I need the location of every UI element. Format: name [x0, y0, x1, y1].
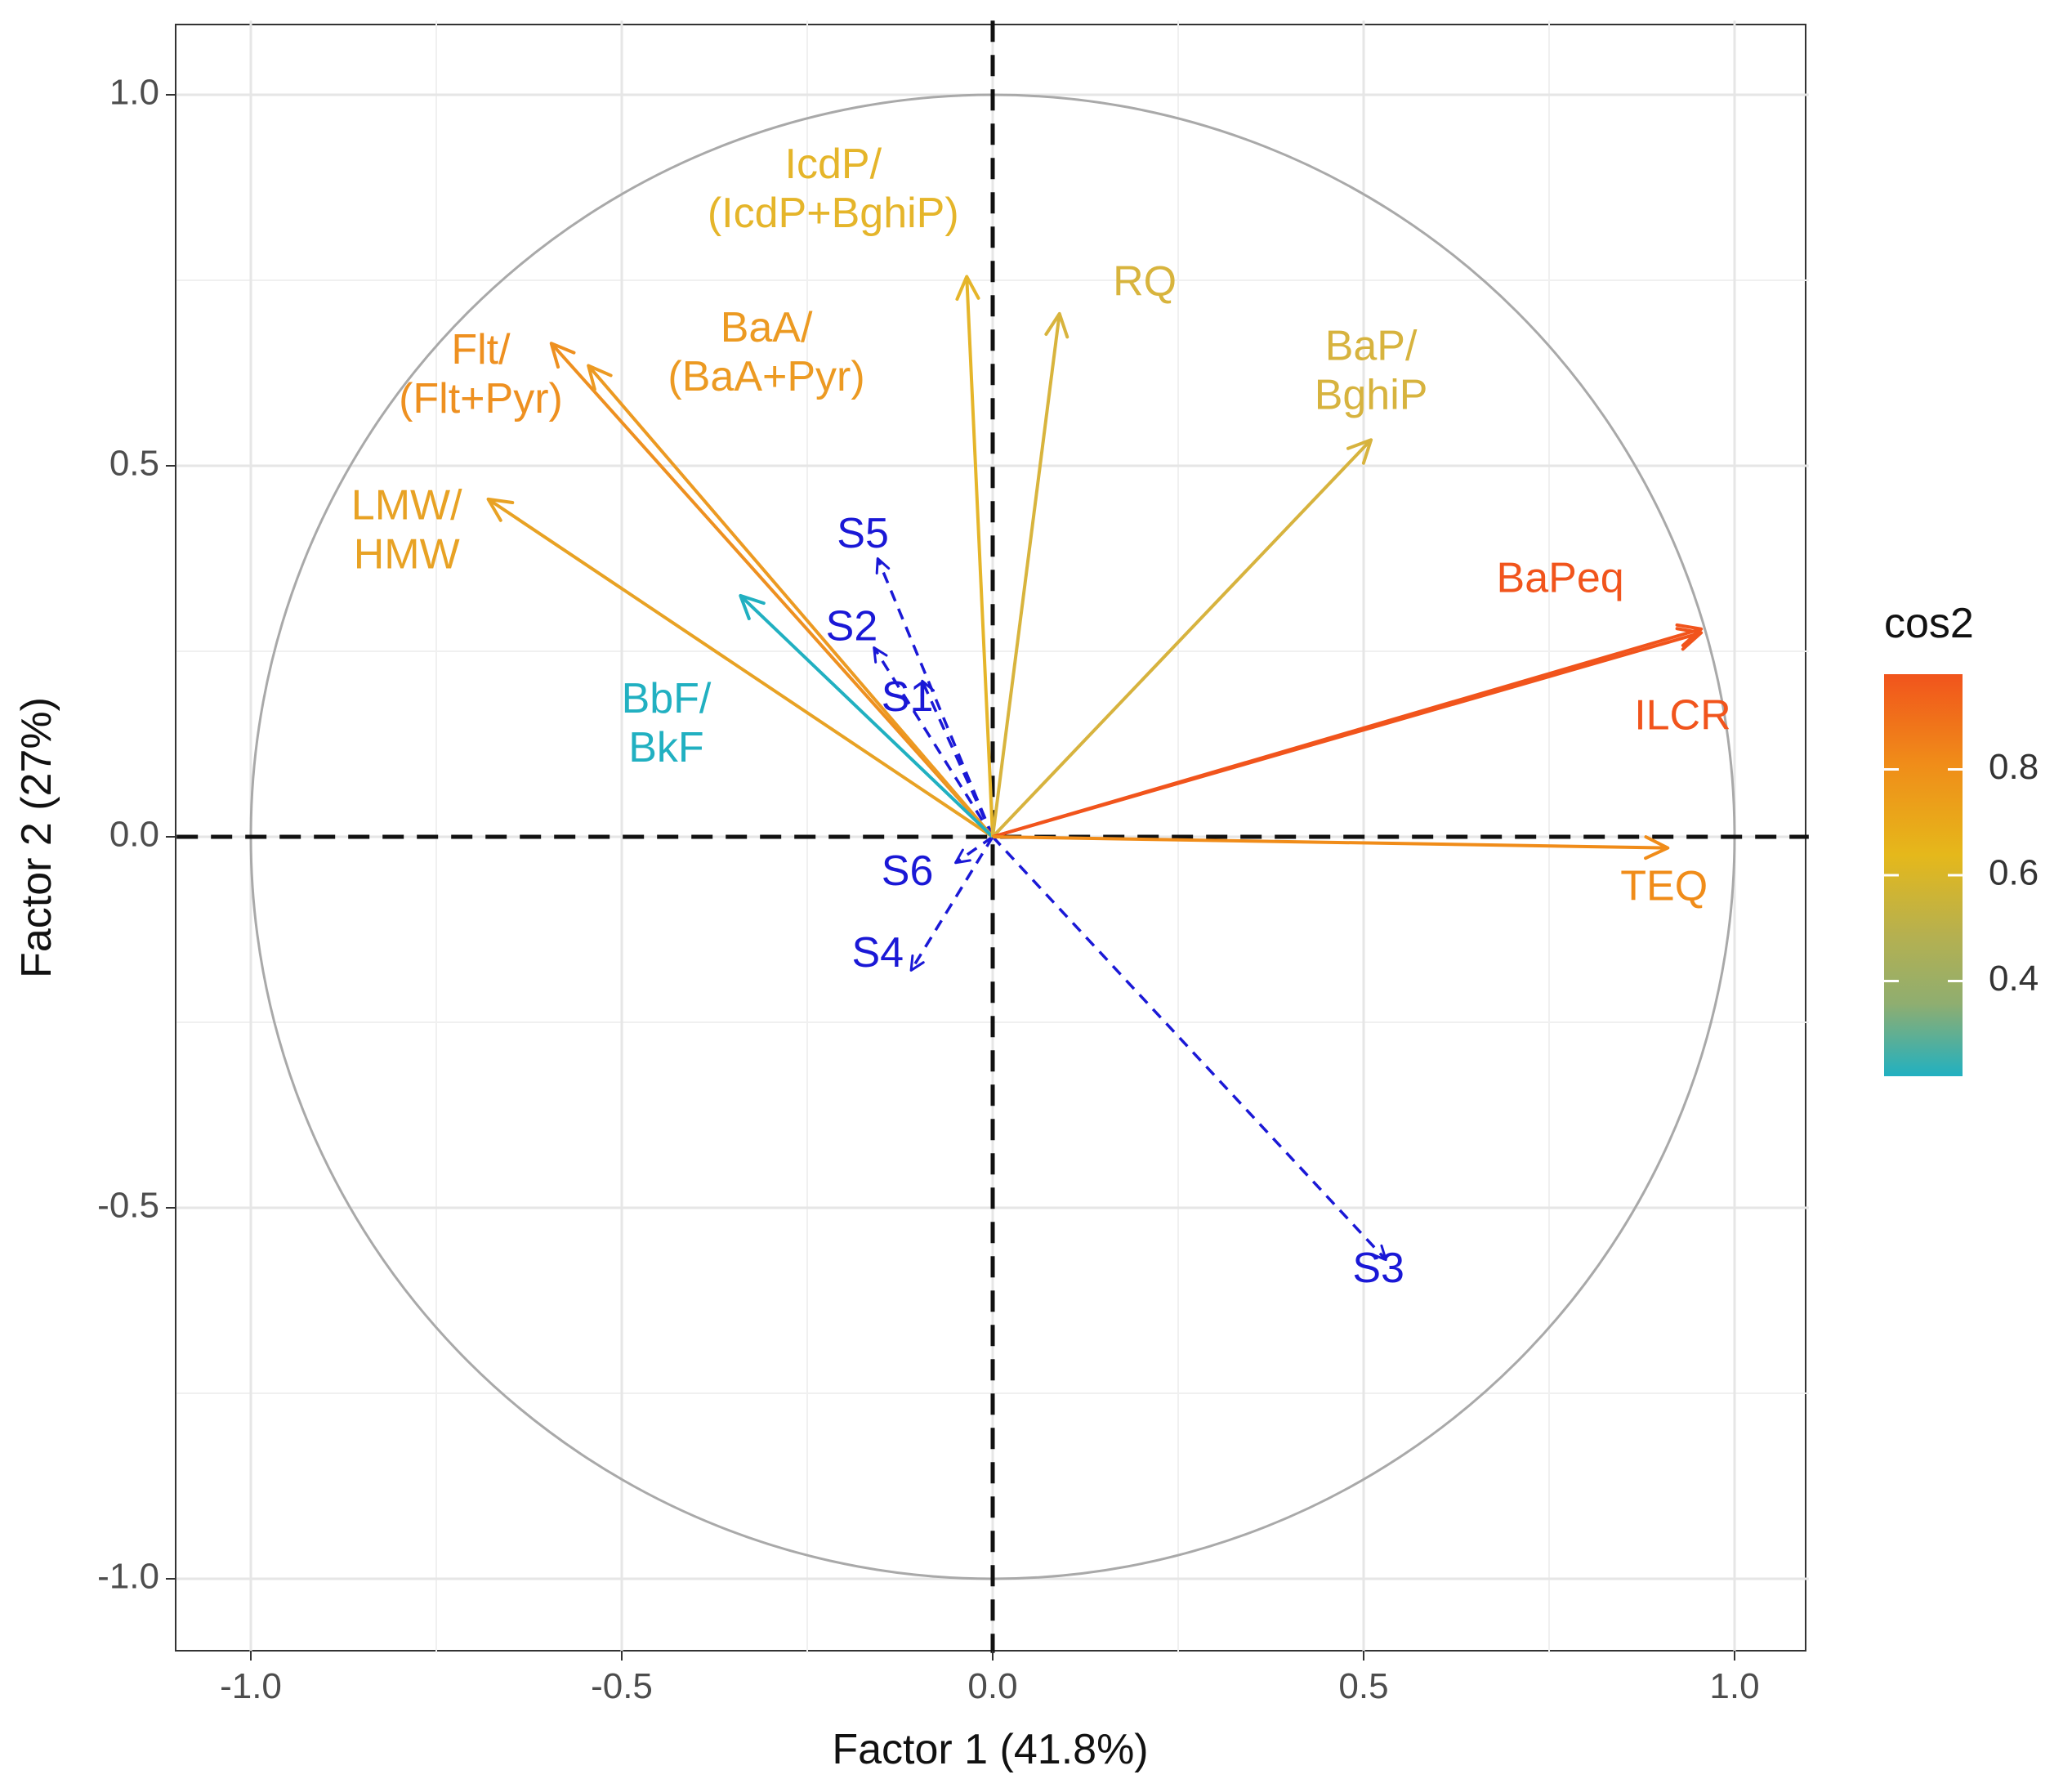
variable-label-icdp-icdp-bghip: IcdP/(IcdP+BghiP) [708, 141, 959, 237]
variable-label-bap-bghip: BaP/BghiP [1315, 322, 1428, 418]
variable-arrow-icdp-icdp-bghip [965, 276, 994, 838]
variable-arrowhead-lmw-hmw [486, 497, 515, 522]
variable-label-line: BbF/ [622, 675, 712, 722]
individual-arrow-s3 [991, 835, 1387, 1261]
y-tick-label: -1.0 [97, 1557, 159, 1597]
variables-layer: LMW/HMW Flt/(Flt+Pyr) BaA/(BaA+Pyr) BbF/BkF… [351, 141, 1731, 910]
individual-arrowhead-s1 [920, 679, 936, 697]
variable-label-lmw-hmw: LMW/HMW [351, 481, 462, 578]
variable-arrow-lmw-hmw [487, 498, 994, 838]
tick-labels: -1.0 -0.5 0.0 0.5 1.0 -1.0 -0.5 0.0 0.5 1.0 [97, 73, 1759, 1706]
variable-arrowhead-ilcr [1675, 627, 1704, 651]
individual-label-s1: S1 [882, 673, 934, 721]
individual-arrow-s6 [954, 835, 994, 865]
variable-arrow-teq [992, 835, 1668, 850]
individual-arrowhead-s2 [873, 646, 888, 664]
variable-label-line: Flt/ [451, 326, 511, 373]
individual-label-s4: S4 [851, 929, 904, 977]
legend-tick-label: 0.6 [1989, 853, 2039, 893]
cos2-legend: cos2 0.8 0.6 0.4 [1884, 600, 2039, 1076]
individual-label-s6: S6 [882, 847, 934, 895]
x-tick-label: 0.5 [1338, 1666, 1388, 1706]
individual-arrowhead-s3 [1370, 1244, 1387, 1262]
y-tick-label: 0.5 [109, 444, 159, 484]
variable-arrow-flt-flt-pyr [550, 342, 994, 838]
variable-label-line: (BaA+Pyr) [668, 353, 864, 400]
individual-label-s3: S3 [1352, 1245, 1404, 1292]
y-axis-title: Factor 2 (27%) [13, 697, 60, 978]
y-tick-label: 0.0 [109, 815, 159, 855]
variable-label-teq: TEQ [1620, 862, 1708, 910]
variable-label-line: BghiP [1315, 371, 1428, 418]
legend-tick-label: 0.4 [1989, 959, 2039, 999]
variable-arrowhead-teq [1644, 835, 1670, 860]
variable-label-line: BaPeq [1497, 554, 1624, 601]
variable-label-line: (Flt+Pyr) [399, 375, 563, 422]
x-tick-label: 1.0 [1709, 1666, 1759, 1706]
individual-arrowhead-s6 [954, 848, 971, 865]
legend-tick-label: 0.8 [1989, 747, 2039, 787]
individual-arrow-s2 [873, 646, 994, 838]
individual-arrow-s4 [909, 836, 994, 972]
variable-arrowhead-flt-flt-pyr [549, 342, 576, 369]
variable-label-line: RQ [1113, 257, 1177, 305]
variable-label-line: BkF [628, 724, 703, 771]
variable-arrow-ilcr [992, 631, 1702, 838]
variable-label-line: ILCR [1634, 691, 1730, 739]
variable-label-line: LMW/ [351, 481, 462, 529]
individual-label-s2: S2 [826, 602, 878, 650]
variable-label-line: TEQ [1620, 862, 1708, 910]
x-tick-label: -1.0 [220, 1666, 282, 1706]
variable-arrowhead-rq [1044, 311, 1069, 339]
variable-label-baa-baa-pyr: BaA/(BaA+Pyr) [668, 304, 864, 400]
variable-arrow-rq [991, 313, 1061, 838]
variable-label-ilcr: ILCR [1634, 691, 1730, 739]
variable-arrowhead-baa-baa-pyr [587, 364, 613, 391]
variable-label-line: (IcdP+BghiP) [708, 190, 959, 237]
x-tick-label: 0.0 [967, 1666, 1017, 1706]
variable-arrowhead-bbf-bkf [739, 593, 766, 620]
variable-label-line: BaP/ [1325, 322, 1418, 369]
variable-label-bapeq: BaPeq [1497, 554, 1624, 601]
individual-arrow-s1 [921, 680, 994, 838]
x-tick-label: -0.5 [591, 1666, 653, 1706]
individual-arrowhead-s4 [909, 954, 925, 972]
variable-label-line: IcdP/ [785, 141, 882, 188]
individual-arrowhead-s5 [875, 557, 891, 574]
variable-label-rq: RQ [1113, 257, 1177, 305]
variable-arrowhead-bap-bghip [1346, 438, 1373, 465]
variable-arrow-bap-bghip [991, 438, 1373, 838]
variable-arrowhead-bapeq [1675, 623, 1704, 647]
variable-label-line: HMW [354, 530, 460, 578]
variable-label-bbf-bkf: BbF/BkF [622, 675, 712, 771]
variable-label-flt-flt-pyr: Flt/(Flt+Pyr) [399, 326, 563, 422]
variable-arrowhead-icdp-icdp-bghip [955, 275, 980, 302]
individual-label-s5: S5 [837, 510, 889, 557]
variable-arrow-bbf-bkf [739, 594, 994, 838]
y-tick-label: 1.0 [109, 73, 159, 113]
legend-title: cos2 [1884, 600, 1974, 647]
legend-ticks: 0.8 0.6 0.4 [1884, 747, 2039, 999]
variable-label-line: BaA/ [721, 304, 813, 351]
individual-arrow-s5 [876, 557, 994, 838]
variable-arrow-baa-baa-pyr [587, 364, 994, 838]
x-axis-title: Factor 1 (41.8%) [832, 1726, 1148, 1773]
y-tick-label: -0.5 [97, 1186, 159, 1226]
